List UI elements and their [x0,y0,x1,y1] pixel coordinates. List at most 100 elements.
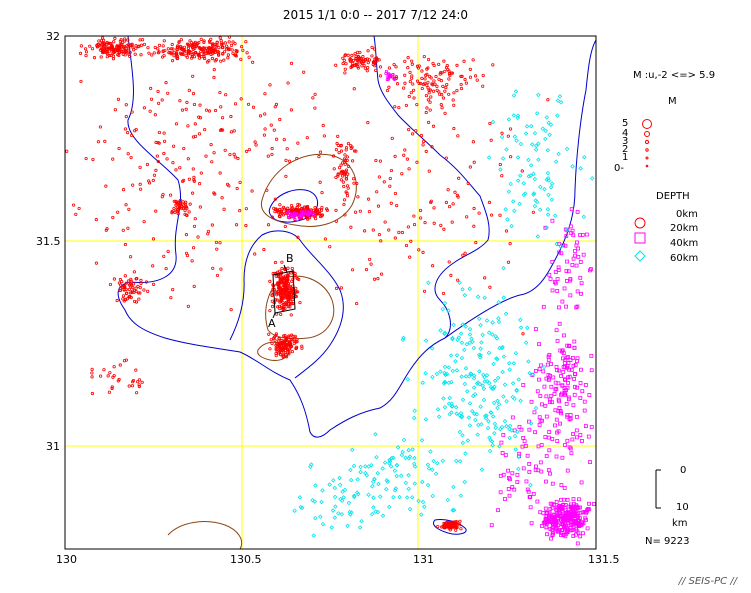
epicenter-dot [521,383,526,387]
epicenter-dot [582,154,587,160]
epicenter-dot [120,280,124,284]
epicenter-dot [420,76,424,80]
epicenter-dot [334,219,339,223]
epicenter-dot [521,192,527,198]
epicenter-dot [537,415,542,420]
epicenter-dot [153,113,157,117]
epicenter-dot [138,285,142,290]
epicenter-dot [449,379,454,385]
epicenter-dot [202,39,206,43]
epicenter-dot [498,490,503,495]
epicenter-dot [480,383,486,388]
epicenter-dot [559,533,564,537]
epicenter-dot [212,151,216,155]
epicenter-dot [494,356,499,361]
epicenter-dot [511,113,517,118]
epicenter-dot [421,504,427,509]
epicenter-dot [101,38,106,42]
epicenter-dot [162,39,166,43]
epicenter-dot [100,49,105,54]
epicenter-dot [553,159,559,164]
epicenter-dot [121,228,125,232]
epicenter-dot [488,437,493,443]
epicenter-dot [103,139,107,143]
epicenter-dot [393,191,398,196]
epicenter-dot [274,354,278,358]
epicenter-dot [573,249,577,253]
epicenter-dot [425,462,431,467]
epicenter-dot [537,367,542,371]
epicenter-dot [343,162,347,166]
epicenter-dot [90,367,94,371]
epicenter-dot [117,44,121,48]
epicenter-dot [345,158,349,163]
epicenter-dot [542,186,547,192]
epicenter-dot [125,297,129,301]
epicenter-dot [526,419,531,424]
epicenter-dot [564,146,570,152]
epicenter-dot [226,46,230,50]
epicenter-dot [459,340,465,346]
epicenter-dot [269,123,273,127]
epicenter-dot [277,339,281,343]
epicenter-dot [90,47,95,51]
epicenter-dot [589,176,595,181]
epicenter-dot [468,75,473,79]
epicenter-dot [554,499,559,504]
epicenter-dot [301,207,305,211]
epicenter-dot [527,427,532,432]
epicenter-dot [501,295,506,300]
epicenter-dot [197,182,202,186]
epicenter-dot [467,401,473,406]
epicenter-dot [403,148,407,152]
epicenter-dot [536,157,541,163]
epicenter-dot [293,208,297,212]
epicenter-dot [118,288,123,292]
epicenter-dot [385,479,390,485]
epicenter-dot [495,356,500,362]
epicenter-dot [559,507,564,511]
epicenter-dot [281,205,286,209]
epicenter-dot [125,44,129,48]
epicenter-dot [439,223,443,227]
epicenter-dot [504,424,509,429]
epicenter-dot [165,157,169,161]
epicenter-dot [138,182,142,186]
epicenter-dot [192,224,197,228]
epicenter-dot [271,287,275,291]
epicenter-dot [406,225,410,229]
epicenter-dot [372,476,377,482]
epicenter-dot [556,305,561,310]
epicenter-dot [367,209,372,214]
epicenter-dot [545,362,550,367]
epicenter-dot [424,73,428,77]
epicenter-dot [552,280,557,284]
epicenter-dot [112,365,116,369]
epicenter-dot [496,316,501,321]
epicenter-dot [453,458,459,464]
epicenter-dot [394,473,399,479]
epicenter-dot [480,332,485,338]
epicenter-dot [215,273,220,278]
epicenter-dot [323,237,327,241]
epicenter-dot [453,405,459,410]
epicenter-dot [506,476,511,480]
epicenter-dot [366,197,371,201]
epicenter-dot [218,171,222,175]
epicenter-dot [533,467,538,472]
epicenter-dot [500,156,506,161]
epicenter-dot [374,454,379,460]
epicenter-dot [282,334,286,338]
epicenter-dot [580,510,585,515]
epicenter-dot [572,377,577,381]
epicenter-dot [471,345,477,351]
epicenter-dot [296,141,300,145]
epicenter-dot [287,302,291,306]
epicenter-dot [579,480,584,485]
epicenter-dot [387,66,391,70]
epicenter-dot [120,42,124,46]
epicenter-dot [229,114,233,119]
epicenter-dot [515,115,521,121]
epicenter-dot [187,177,191,181]
epicenter-dot [574,263,579,268]
